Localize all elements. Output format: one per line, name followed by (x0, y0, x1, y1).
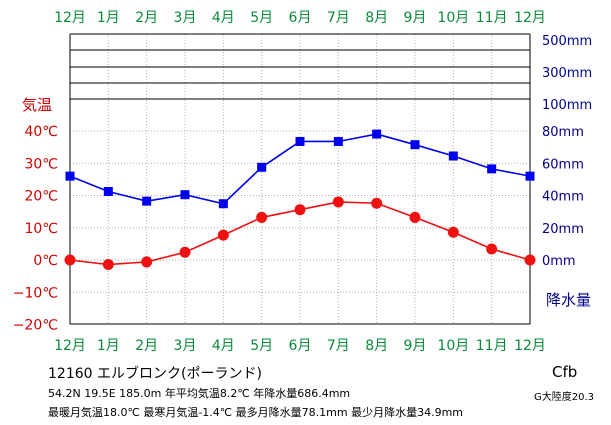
precipitation-point (333, 136, 343, 146)
top-month-label: 7月 (327, 10, 350, 26)
top-month-label: 5月 (250, 10, 273, 26)
left-axis-title: 気温 (22, 96, 52, 114)
precipitation-point (525, 171, 535, 181)
continentality-index: G大陸度20.3 (534, 392, 595, 403)
grid (70, 34, 530, 324)
temperature-point (486, 243, 498, 255)
top-month-label: 1月 (97, 10, 120, 26)
left-axis: 気温 40℃ 30℃ 20℃ 10℃ 0℃ −10℃ −20℃ (13, 96, 58, 334)
right-tick-label: 0mm (542, 254, 576, 269)
top-month-label: 6月 (289, 10, 312, 26)
temperature-point (179, 246, 191, 258)
top-month-label: 2月 (135, 10, 158, 26)
station-name: 12160 エルブロンク(ポーランド) (48, 366, 262, 382)
top-month-label: 12月 (54, 10, 86, 26)
top-month-label: 11月 (476, 10, 508, 26)
temperature-point (294, 204, 306, 216)
top-month-label: 12月 (514, 10, 546, 26)
left-tick-label: −10℃ (13, 285, 58, 301)
station-metadata: 54.2N 19.5E 185.0m 年平均気温8.2℃ 年降水量686.4mm (48, 387, 351, 400)
bottom-month-label: 10月 (437, 338, 469, 354)
right-tick-label: 80mm (542, 125, 584, 140)
top-month-label: 4月 (212, 10, 235, 26)
climate-class: Cfb (552, 363, 578, 381)
bottom-month-label: 5月 (250, 338, 273, 354)
precipitation-point (103, 186, 113, 196)
right-tick-label: 300mm (542, 66, 592, 81)
left-tick-label: 0℃ (33, 253, 58, 269)
bottom-month-label: 7月 (327, 338, 350, 354)
right-tick-label: 100mm (542, 98, 592, 113)
right-tick-label: 500mm (542, 34, 592, 49)
bottom-month-label: 11月 (476, 338, 508, 354)
bottom-month-label: 6月 (289, 338, 312, 354)
temperature-point (524, 254, 536, 266)
temperature-point (64, 254, 76, 266)
left-tick-label: 10℃ (24, 221, 58, 237)
precipitation-point (257, 162, 267, 172)
precipitation-point (65, 171, 75, 181)
precipitation-point (295, 136, 305, 146)
temperature-point (141, 256, 153, 268)
bottom-month-label: 2月 (135, 338, 158, 354)
top-month-labels: 12月 1月 2月 3月 4月 5月 6月 7月 8月 9月 10月 11月 12月 (54, 10, 546, 26)
left-tick-label: 40℃ (24, 124, 58, 140)
bottom-month-label: 4月 (212, 338, 235, 354)
temperature-series (64, 196, 536, 271)
right-tick-label: 40mm (542, 190, 584, 205)
right-axis-title: 降水量 (546, 291, 591, 309)
right-tick-label: 60mm (542, 157, 584, 172)
left-tick-label: 30℃ (24, 156, 58, 172)
temperature-point (332, 196, 344, 208)
temperature-point (409, 211, 421, 223)
bottom-month-label: 12月 (514, 338, 546, 354)
temperature-point (217, 229, 229, 241)
left-tick-label: 20℃ (24, 189, 58, 205)
precipitation-point (180, 190, 190, 200)
temperature-point (256, 211, 268, 223)
left-tick-label: −20℃ (13, 318, 58, 334)
top-month-label: 10月 (437, 10, 469, 26)
temperature-point (447, 226, 459, 238)
precipitation-series (65, 129, 535, 209)
bottom-month-label: 3月 (174, 338, 197, 354)
top-month-label: 8月 (365, 10, 388, 26)
top-month-label: 3月 (174, 10, 197, 26)
top-month-label: 9月 (404, 10, 427, 26)
temperature-point (371, 197, 383, 209)
precipitation-point (142, 196, 152, 206)
temperature-point (102, 259, 114, 271)
bottom-month-label: 1月 (97, 338, 120, 354)
right-axis: 降水量 500mm 300mm 100mm 80mm 60mm 40mm 20mm 0mm (542, 34, 592, 309)
bottom-month-label: 8月 (365, 338, 388, 354)
bottom-month-labels: 12月 1月 2月 3月 4月 5月 6月 7月 8月 9月 10月 11月 12月 (54, 338, 546, 354)
precipitation-point (410, 140, 420, 150)
bottom-month-label: 9月 (404, 338, 427, 354)
station-statistics: 最暖月気温18.0℃ 最寒月気温-1.4℃ 最多月降水量78.1mm 最少月降水… (48, 406, 463, 419)
right-tick-label: 20mm (542, 222, 584, 237)
precipitation-point (372, 129, 382, 139)
bottom-month-label: 12月 (54, 338, 86, 354)
precipitation-point (487, 164, 497, 174)
precipitation-point (448, 151, 458, 161)
precipitation-point (218, 199, 228, 209)
